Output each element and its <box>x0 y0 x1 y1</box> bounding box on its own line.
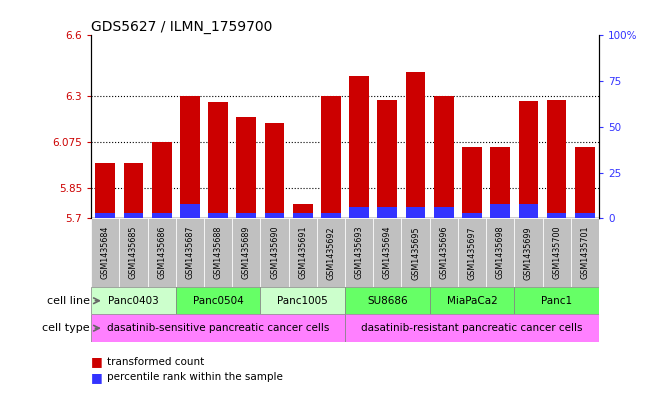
Bar <box>152 213 172 219</box>
Bar <box>180 96 200 219</box>
FancyBboxPatch shape <box>119 219 148 287</box>
Text: GSM1435690: GSM1435690 <box>270 226 279 279</box>
FancyBboxPatch shape <box>288 219 317 287</box>
FancyBboxPatch shape <box>317 219 345 287</box>
FancyBboxPatch shape <box>91 287 176 314</box>
Bar <box>236 117 256 219</box>
FancyBboxPatch shape <box>232 219 260 287</box>
Text: Panc1005: Panc1005 <box>277 296 328 306</box>
Text: GSM1435700: GSM1435700 <box>552 226 561 279</box>
Bar <box>236 213 256 219</box>
Bar <box>406 208 426 219</box>
Bar <box>293 213 312 219</box>
Bar <box>490 204 510 219</box>
Text: GSM1435693: GSM1435693 <box>355 226 364 279</box>
Bar <box>265 213 284 219</box>
Bar <box>519 204 538 219</box>
Text: GDS5627 / ILMN_1759700: GDS5627 / ILMN_1759700 <box>91 20 273 34</box>
FancyBboxPatch shape <box>571 219 599 287</box>
Text: ■: ■ <box>91 371 103 384</box>
Bar <box>350 76 369 219</box>
Bar <box>124 213 143 219</box>
Text: transformed count: transformed count <box>107 356 204 367</box>
Bar <box>575 213 595 219</box>
Bar <box>152 142 172 219</box>
FancyBboxPatch shape <box>91 314 345 342</box>
Text: GSM1435691: GSM1435691 <box>298 226 307 279</box>
FancyBboxPatch shape <box>345 287 430 314</box>
Bar <box>96 213 115 219</box>
Text: percentile rank within the sample: percentile rank within the sample <box>107 372 283 382</box>
Text: SU8686: SU8686 <box>367 296 408 306</box>
Bar <box>265 123 284 219</box>
FancyBboxPatch shape <box>430 287 514 314</box>
Text: GSM1435701: GSM1435701 <box>580 226 589 279</box>
Bar <box>293 204 312 219</box>
Bar <box>462 147 482 219</box>
Bar <box>462 213 482 219</box>
Text: GSM1435699: GSM1435699 <box>524 226 533 279</box>
Text: GSM1435695: GSM1435695 <box>411 226 420 279</box>
Text: ■: ■ <box>91 355 103 368</box>
FancyBboxPatch shape <box>514 287 599 314</box>
Text: GSM1435686: GSM1435686 <box>157 226 166 279</box>
Text: cell type: cell type <box>42 323 90 333</box>
Bar <box>180 204 200 219</box>
Bar <box>406 72 426 219</box>
Bar <box>434 208 454 219</box>
Bar <box>96 163 115 219</box>
Text: GSM1435688: GSM1435688 <box>214 226 223 279</box>
Text: cell line: cell line <box>47 296 90 306</box>
FancyBboxPatch shape <box>373 219 402 287</box>
FancyBboxPatch shape <box>486 219 514 287</box>
FancyBboxPatch shape <box>148 219 176 287</box>
Text: GSM1435684: GSM1435684 <box>101 226 110 279</box>
Text: Panc0504: Panc0504 <box>193 296 243 306</box>
FancyBboxPatch shape <box>514 219 542 287</box>
Text: GSM1435696: GSM1435696 <box>439 226 449 279</box>
Bar <box>434 96 454 219</box>
Bar <box>547 213 566 219</box>
Text: GSM1435698: GSM1435698 <box>495 226 505 279</box>
Bar <box>378 101 397 219</box>
Bar <box>350 208 369 219</box>
FancyBboxPatch shape <box>204 219 232 287</box>
Text: Panc0403: Panc0403 <box>108 296 159 306</box>
FancyBboxPatch shape <box>176 287 260 314</box>
Bar <box>378 208 397 219</box>
Bar <box>575 147 595 219</box>
FancyBboxPatch shape <box>345 314 599 342</box>
Text: GSM1435689: GSM1435689 <box>242 226 251 279</box>
Bar <box>547 101 566 219</box>
Text: Panc1: Panc1 <box>541 296 572 306</box>
Bar <box>321 96 341 219</box>
FancyBboxPatch shape <box>91 219 119 287</box>
Bar <box>208 103 228 219</box>
FancyBboxPatch shape <box>260 287 345 314</box>
FancyBboxPatch shape <box>430 219 458 287</box>
Text: GSM1435694: GSM1435694 <box>383 226 392 279</box>
Bar <box>490 147 510 219</box>
Text: GSM1435685: GSM1435685 <box>129 226 138 279</box>
FancyBboxPatch shape <box>260 219 288 287</box>
Bar <box>124 163 143 219</box>
Text: MiaPaCa2: MiaPaCa2 <box>447 296 497 306</box>
FancyBboxPatch shape <box>458 219 486 287</box>
FancyBboxPatch shape <box>542 219 571 287</box>
FancyBboxPatch shape <box>402 219 430 287</box>
Text: dasatinib-resistant pancreatic cancer cells: dasatinib-resistant pancreatic cancer ce… <box>361 323 583 333</box>
Bar <box>321 213 341 219</box>
FancyBboxPatch shape <box>176 219 204 287</box>
Bar <box>519 101 538 219</box>
Bar <box>208 213 228 219</box>
Text: dasatinib-sensitive pancreatic cancer cells: dasatinib-sensitive pancreatic cancer ce… <box>107 323 329 333</box>
FancyBboxPatch shape <box>345 219 373 287</box>
Text: GSM1435697: GSM1435697 <box>467 226 477 279</box>
Text: GSM1435692: GSM1435692 <box>326 226 335 279</box>
Text: GSM1435687: GSM1435687 <box>186 226 195 279</box>
